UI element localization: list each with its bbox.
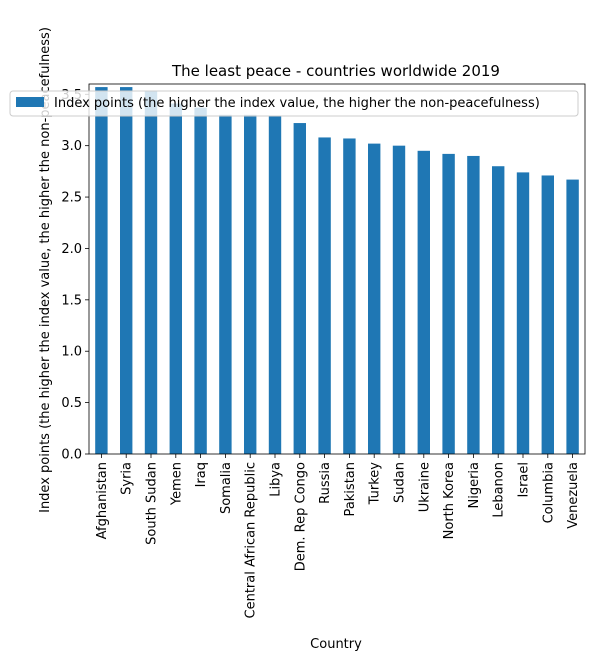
x-axis-title: Country (310, 637, 362, 652)
bar (95, 87, 108, 454)
bar (144, 91, 158, 454)
x-tick-label: Venezuela (566, 462, 581, 529)
x-tick-label: Nigeria (467, 462, 482, 509)
bar (467, 155, 480, 454)
y-tick-label: 2.0 (61, 242, 82, 257)
x-tick-label: Israel (517, 462, 532, 498)
y-axis-title: Index points (the higher the index value… (38, 27, 53, 513)
x-tick-label: Yemen (169, 462, 184, 506)
legend-swatch (16, 97, 44, 107)
bar (343, 138, 356, 454)
x-tick-label: North Korea (442, 462, 457, 539)
y-tick-label: 2.5 (61, 191, 82, 206)
x-tick-label: Sudan (393, 462, 408, 503)
bar (244, 114, 257, 454)
x-tick-label: Lebanon (492, 462, 507, 518)
x-tick-label: Syria (120, 462, 135, 495)
y-tick-label: 3.0 (61, 139, 82, 154)
x-tick-label: Ukraine (417, 462, 432, 512)
chart-title: The least peace - countries worldwide 20… (171, 62, 500, 80)
plot-frame (88, 83, 586, 455)
x-tick-label: Central African Republic (244, 462, 259, 618)
x-axis: Afghanistan Syria South Sudan Yemen Iraq Soma… (95, 454, 581, 618)
x-tick-label: Columbia (541, 462, 556, 523)
legend: Index points (the higher the index value… (9, 90, 579, 117)
bar (318, 137, 331, 454)
x-tick-label: Pakistan (343, 462, 358, 516)
bar (219, 114, 232, 454)
y-tick-label: 0.5 (61, 396, 82, 411)
y-tick-label: 0.0 (61, 448, 82, 463)
bar (120, 87, 133, 454)
bar (169, 103, 182, 455)
bar (392, 145, 406, 454)
bar (442, 153, 455, 454)
bar (566, 179, 579, 455)
x-tick-label: Dem. Rep Congo (293, 462, 308, 571)
y-axis: 0.00.51.01.52.02.53.03.5 (61, 88, 89, 463)
plot-area (88, 83, 586, 455)
bar (268, 115, 282, 454)
bar (293, 123, 306, 455)
x-tick-label: Russia (318, 462, 333, 504)
y-tick-label: 1.5 (61, 293, 82, 308)
x-tick-label: Iraq (194, 462, 209, 487)
bar (417, 150, 430, 455)
x-tick-label: Somalia (219, 462, 234, 514)
x-tick-label: Libya (269, 462, 284, 497)
bar (194, 107, 207, 454)
x-tick-label: South Sudan (145, 462, 160, 545)
legend-box (9, 90, 579, 117)
bar (368, 143, 381, 454)
y-tick-label: 1.0 (61, 345, 82, 360)
bar (541, 175, 554, 454)
legend-label: Index points (the higher the index value… (54, 96, 540, 111)
bar (516, 172, 530, 454)
x-tick-label: Afghanistan (95, 462, 110, 539)
bar (492, 166, 505, 454)
x-tick-label: Turkey (368, 462, 383, 506)
